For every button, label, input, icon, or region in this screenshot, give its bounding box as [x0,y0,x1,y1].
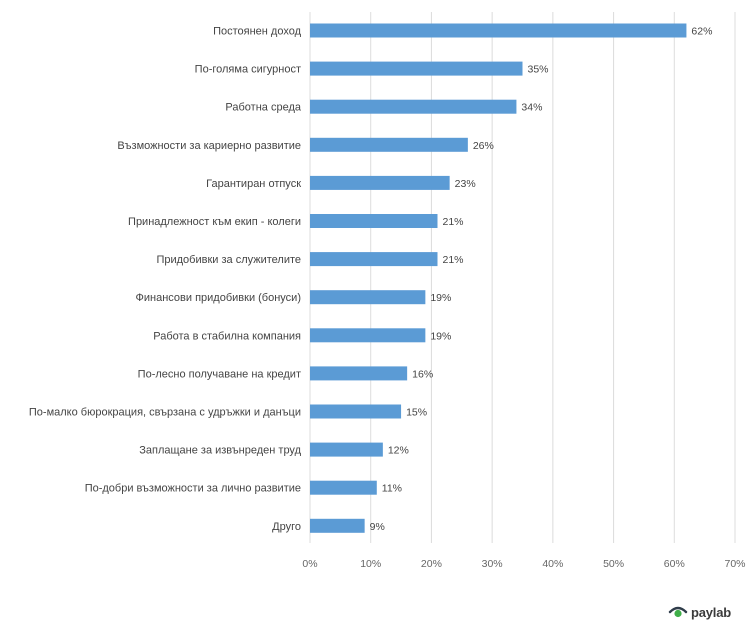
value-labels: 62% 35% 34% 26% 23% 21% 21% 19% 19% 16% 15% 12% 11% 9… [370,26,713,533]
category-label: Придобивки за служителите [156,254,301,266]
x-tick-label: 70% [724,558,745,570]
x-tick-label: 50% [603,558,624,570]
bar [310,290,426,305]
x-tick-label: 0% [302,558,317,570]
value-label: 62% [691,26,712,38]
category-label: Постоянен доход [213,26,302,38]
category-label: По-лесно получаване на кредит [138,368,301,380]
value-label: 11% [382,483,402,495]
x-tick-label: 30% [482,558,503,570]
bar [310,99,517,114]
value-label: 35% [528,64,549,76]
bar [310,214,438,228]
category-label: Принадлежност към екип - колеги [128,216,301,228]
value-label: 19% [430,292,451,304]
x-tick-label: 40% [542,558,563,570]
value-label: 23% [455,178,476,190]
x-tick-label: 10% [360,558,381,570]
value-label: 34% [521,102,542,114]
value-label: 21% [443,216,464,228]
paylab-logo: paylab [668,603,731,621]
bar [310,137,468,152]
category-label: Финансови придобивки (бонуси) [136,292,301,304]
x-tick-label: 20% [421,558,442,570]
value-label: 21% [443,254,464,266]
x-axis-tick-labels: 0% 10% 20% 30% 40% 50% 60% 70% [302,558,745,570]
bar [310,366,408,381]
bar [310,404,402,419]
category-label: Гарантиран отпуск [206,178,301,190]
x-tick-label: 60% [664,558,685,570]
value-label: 9% [370,521,385,533]
logo-text: paylab [691,604,731,620]
bar [310,175,450,190]
value-label: 19% [430,330,451,342]
value-label: 12% [388,445,409,457]
value-label: 15% [406,407,427,419]
bar [310,328,426,343]
category-label: Работна среда [225,102,301,114]
bar [310,442,383,457]
category-label: Работа в стабилна компания [153,330,301,342]
category-label: По-малко бюрокрация, свързана с удръжки … [29,407,301,419]
category-label: Друго [272,521,301,533]
bar [310,23,687,38]
bars [310,23,687,533]
bar [310,252,438,267]
category-label: Заплащане за извънреден труд [139,445,301,457]
gridlines [309,12,736,543]
value-label: 16% [412,368,433,380]
bar [310,61,523,76]
bar [310,518,365,533]
value-label: 26% [473,140,494,152]
bar [310,480,377,495]
category-label: По-добри възможности за лично развитие [85,483,301,495]
category-label: По-голяма сигурност [195,64,301,76]
eye-icon [668,606,688,618]
category-labels: Постоянен доход По-голяма сигурност Работн… [29,26,302,533]
category-label: Възможности за кариерно развитие [117,140,301,152]
